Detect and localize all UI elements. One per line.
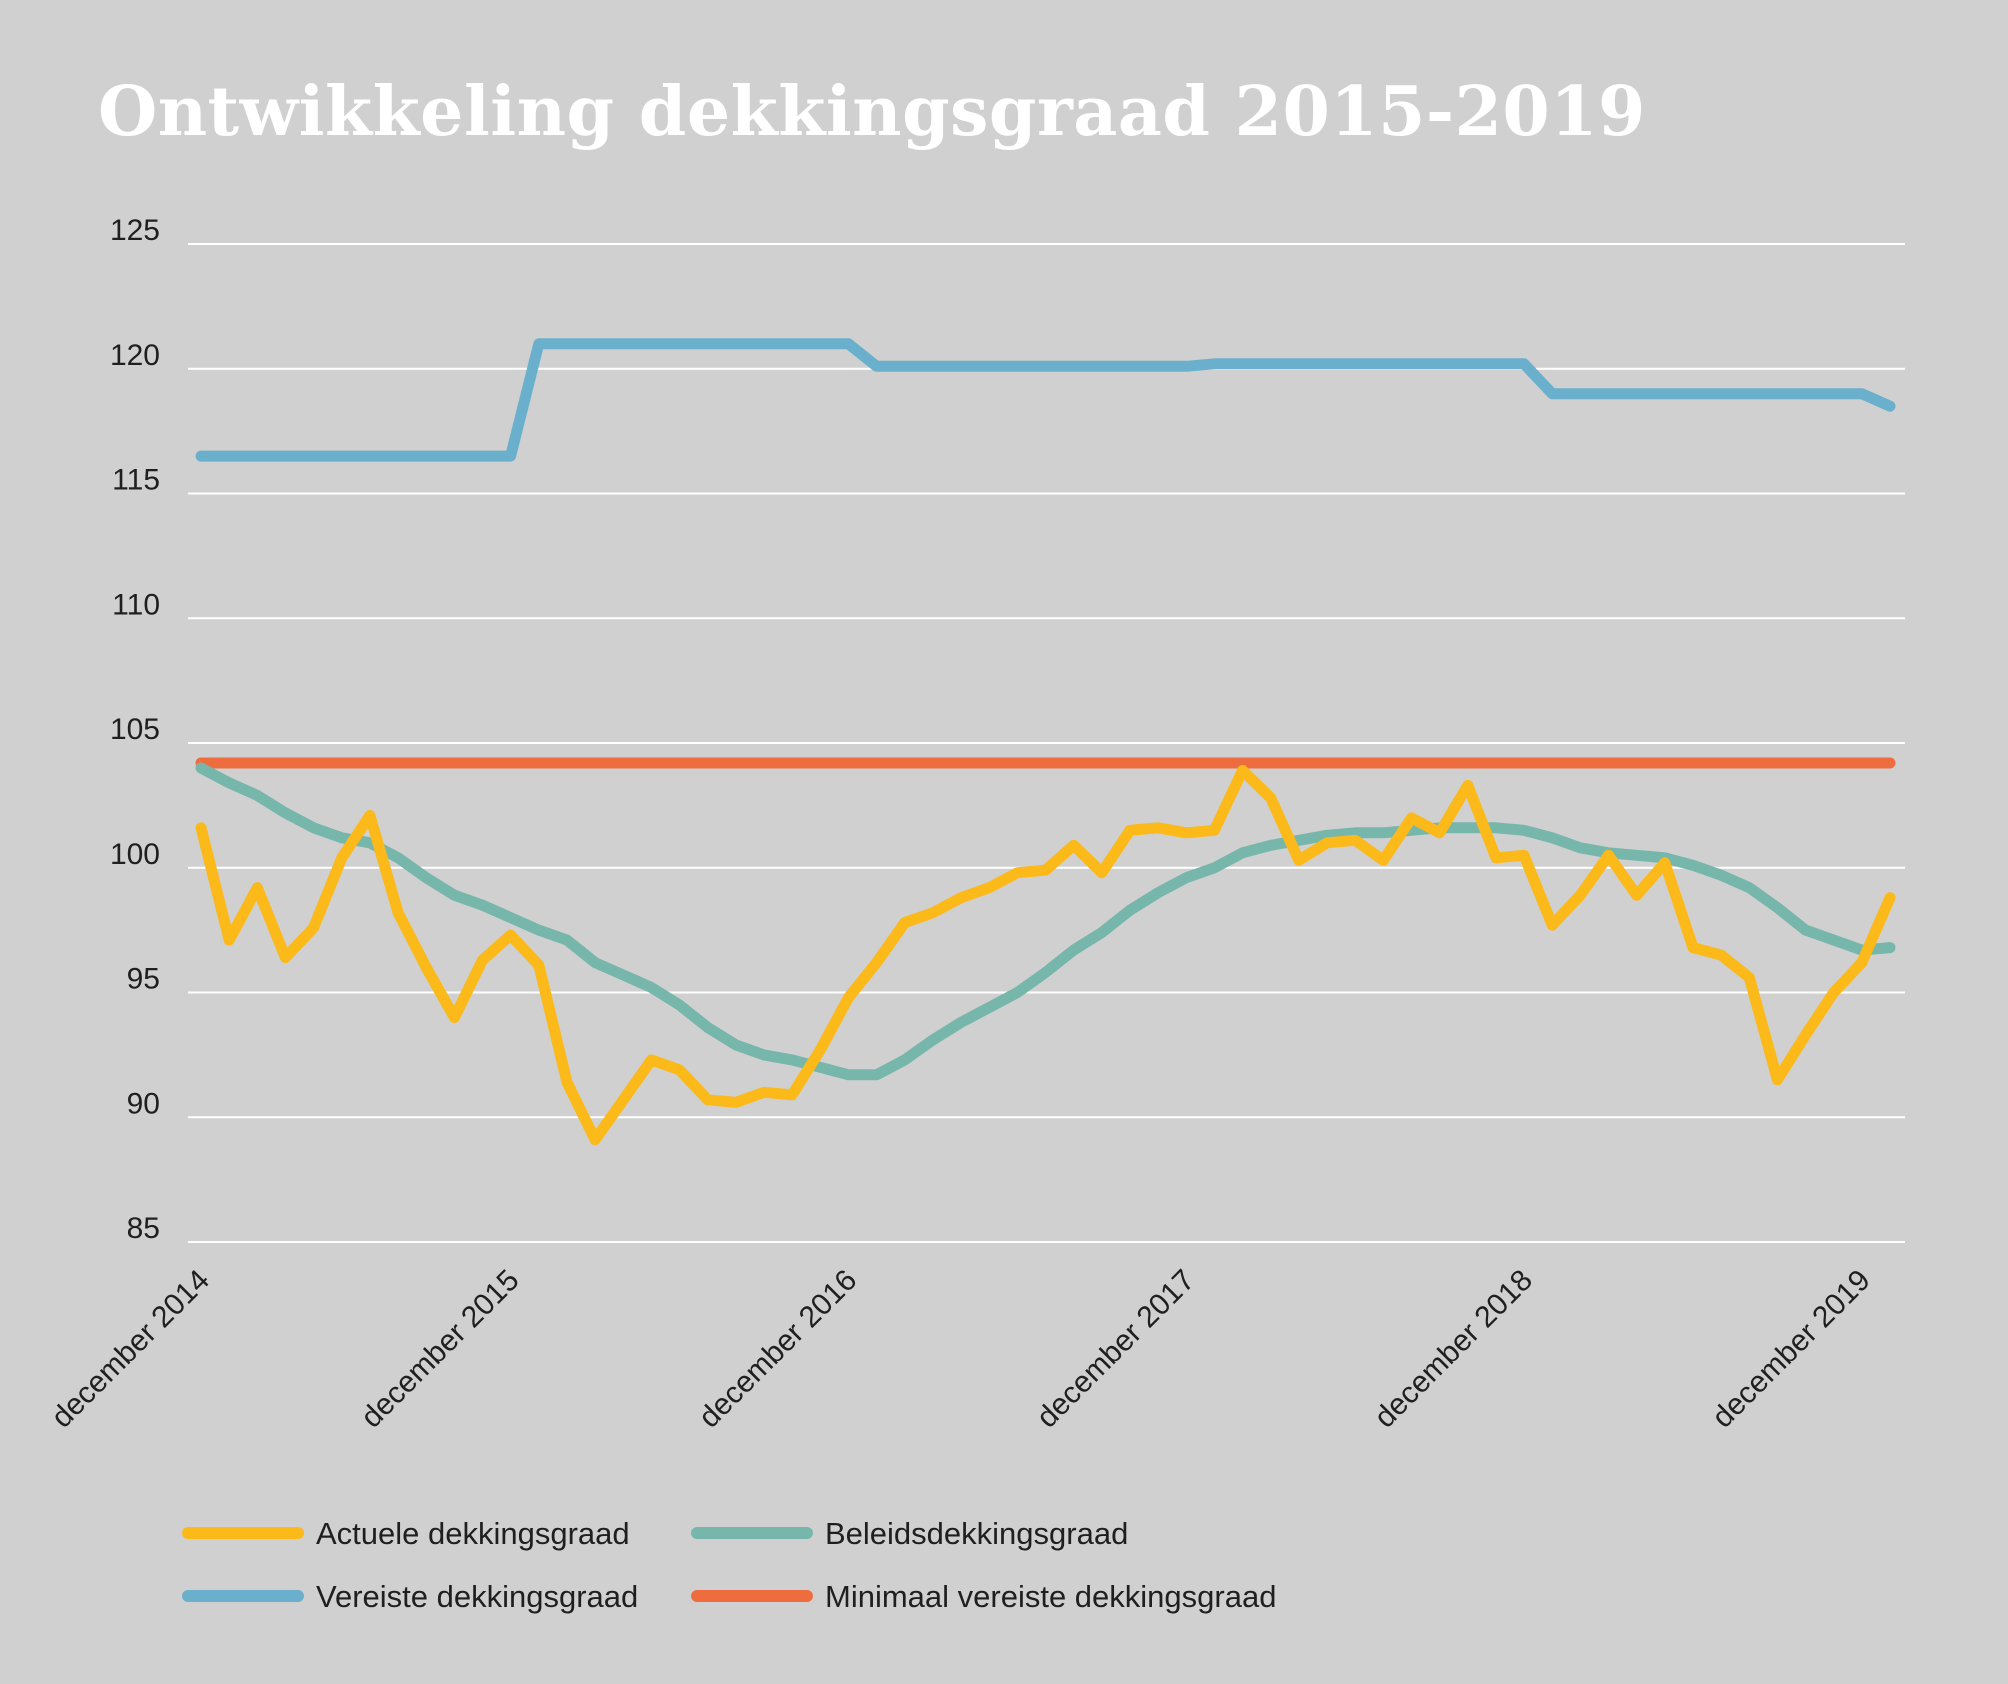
legend-label: Vereiste dekkingsgraad — [316, 1579, 638, 1614]
series-line-actuele-dekkingsgraad — [195, 764, 1896, 1146]
legend-item: Beleidsdekkingsgraad — [691, 1516, 1128, 1551]
y-tick-label: 105 — [110, 713, 160, 746]
legend-label: Minimaal vereiste dekkingsgraad — [825, 1579, 1276, 1614]
y-tick-label: 125 — [110, 214, 160, 247]
x-tick-label: december 2019 — [1706, 1264, 1877, 1435]
legend-item: Vereiste dekkingsgraad — [182, 1579, 638, 1614]
series-lines — [195, 338, 1896, 1146]
legend-item: Minimaal vereiste dekkingsgraad — [691, 1579, 1276, 1614]
y-tick-label: 95 — [127, 963, 160, 996]
gridlines — [188, 243, 1905, 1243]
legend-label: Beleidsdekkingsgraad — [825, 1516, 1128, 1551]
legend: Actuele dekkingsgraad Beleidsdekkingsgraa… — [182, 1516, 1276, 1614]
legend-label: Actuele dekkingsgraad — [316, 1516, 630, 1551]
y-axis-ticks: 85 90 95 100 105 110 115 120 125 — [110, 214, 160, 1245]
x-tick-label: december 2016 — [693, 1264, 864, 1435]
x-tick-label: december 2014 — [45, 1264, 216, 1435]
series-line-vereiste-dekkingsgraad — [195, 338, 1896, 462]
series-line-beleidsdekkingsgraad — [195, 762, 1896, 1081]
legend-item: Actuele dekkingsgraad — [182, 1516, 630, 1551]
x-tick-label: december 2015 — [355, 1264, 526, 1435]
y-tick-label: 90 — [127, 1087, 160, 1120]
x-tick-label: december 2017 — [1030, 1264, 1201, 1435]
y-tick-label: 85 — [127, 1212, 160, 1245]
y-tick-label: 110 — [112, 588, 160, 621]
y-tick-label: 115 — [112, 464, 160, 497]
x-axis-ticks: december 2014 december 2015 december 2016 d… — [45, 1264, 1877, 1435]
chart-title: Ontwikkeling dekkingsgraad 2015-2019 — [98, 72, 1646, 152]
y-tick-label: 120 — [110, 339, 160, 372]
x-tick-label: december 2018 — [1368, 1264, 1539, 1435]
y-tick-label: 100 — [110, 838, 160, 871]
